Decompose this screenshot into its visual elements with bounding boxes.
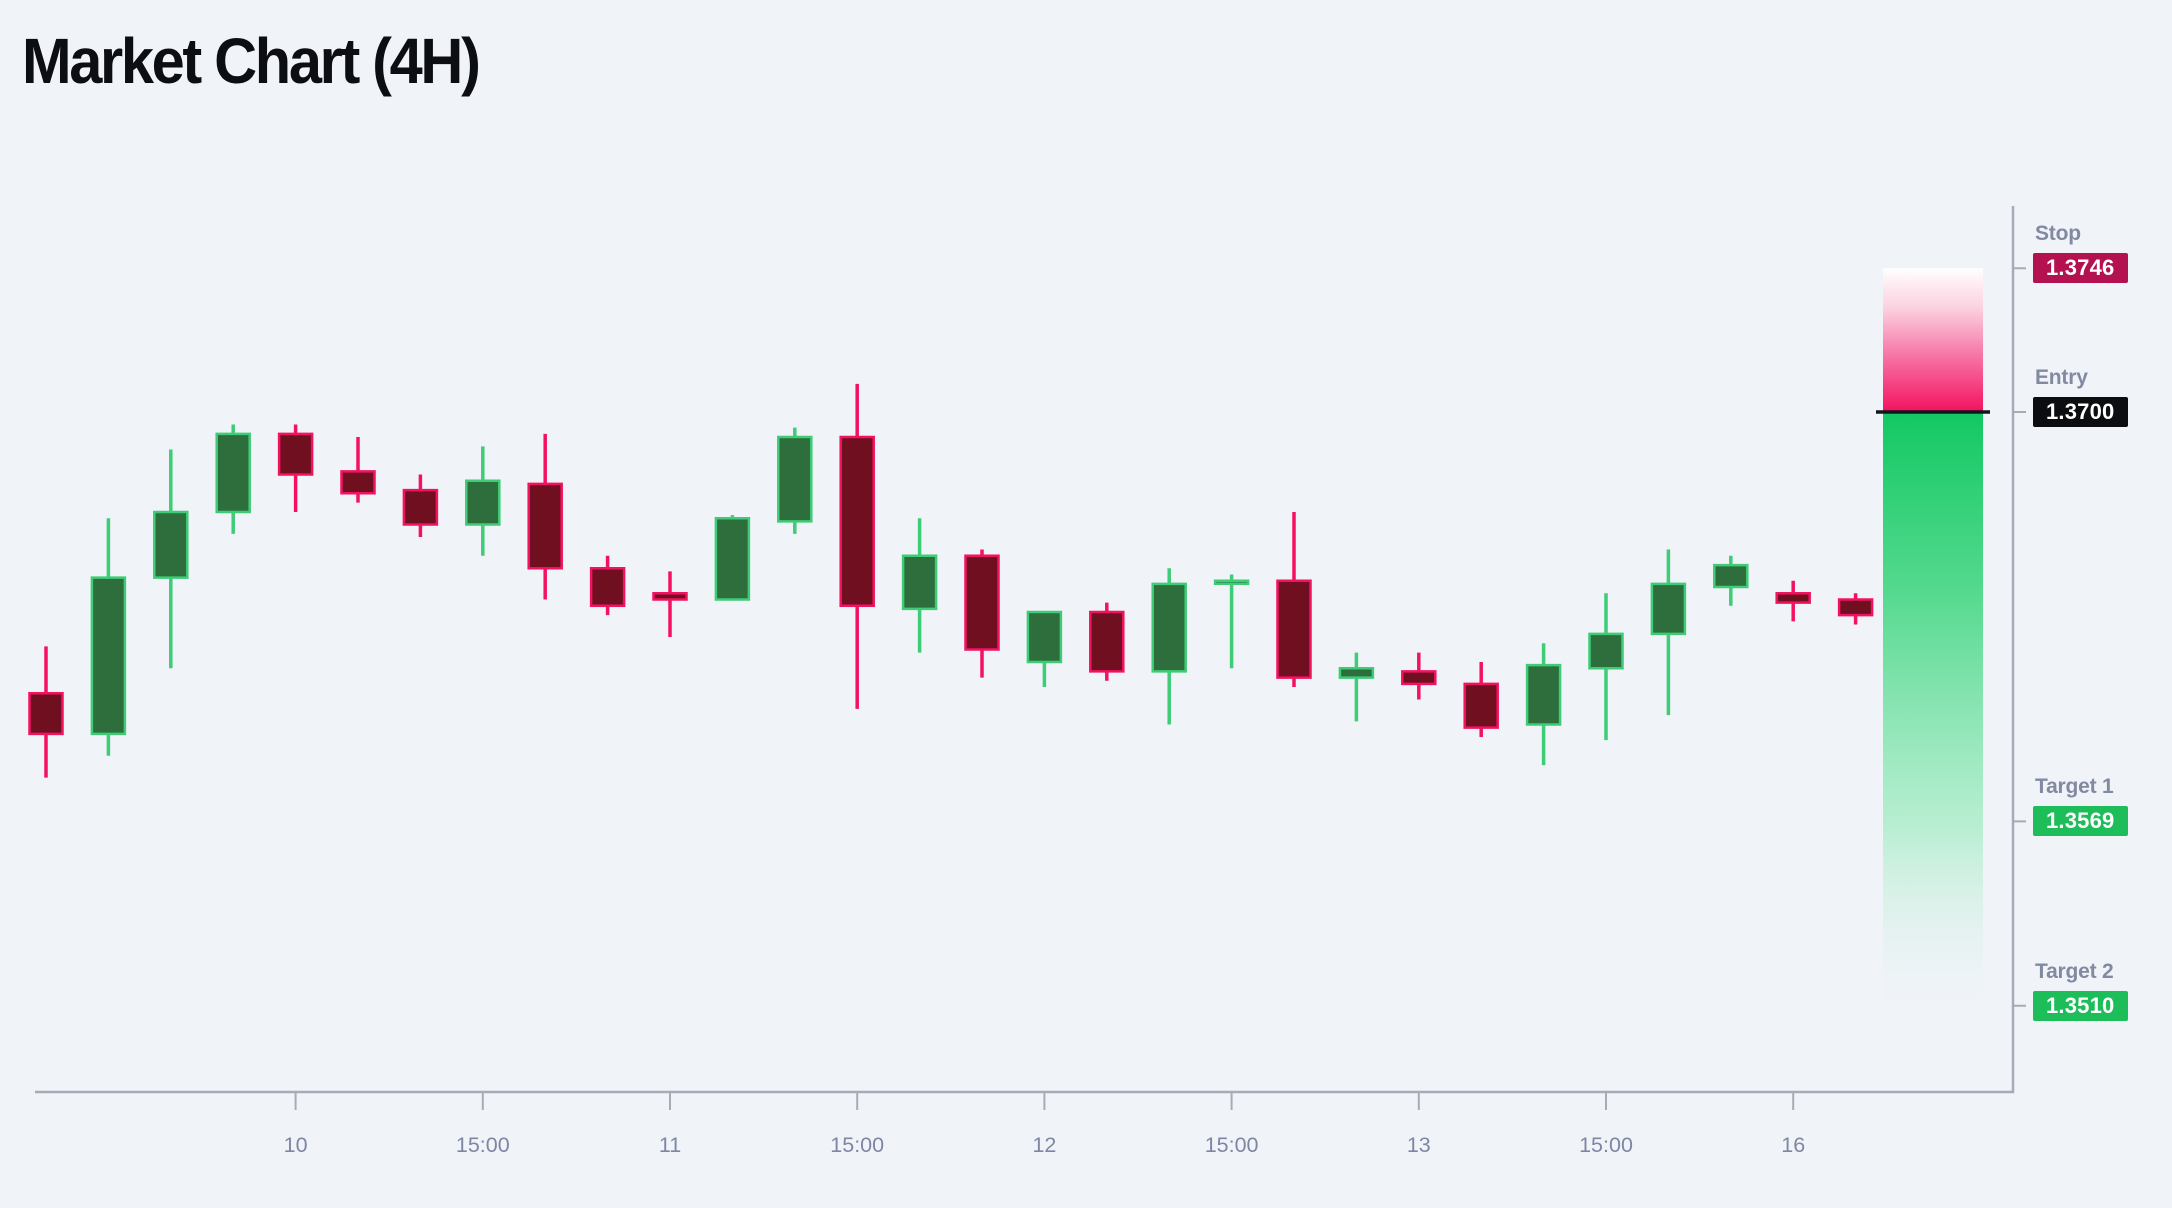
candle: [714, 515, 751, 601]
candle: [1338, 652, 1375, 722]
target1-label: Target 1: [2035, 775, 2114, 799]
candle-body: [777, 435, 813, 523]
candle: [652, 571, 688, 637]
candle-body: [277, 432, 314, 476]
x-axis-label: 11: [659, 1133, 681, 1157]
candle: [277, 424, 314, 512]
target2-price-badge: 1.3510: [2033, 990, 2128, 1021]
candle-body: [714, 517, 751, 601]
candle: [465, 446, 501, 556]
candle: [1525, 643, 1562, 766]
candle: [1026, 610, 1063, 687]
candle-body: [1401, 670, 1437, 686]
candle: [215, 424, 251, 534]
candle: [340, 437, 376, 503]
candle: [1650, 549, 1687, 716]
x-axis: 10 15:00 11 15:00 12 15:00 13 15:00 16: [284, 1092, 1805, 1157]
candle-body: [402, 488, 439, 526]
candle: [1213, 574, 1250, 669]
candle: [1775, 580, 1811, 622]
candles: [28, 383, 1874, 778]
candle-body: [1713, 563, 1749, 589]
candle-body: [1338, 667, 1375, 679]
candle-body: [964, 554, 1000, 651]
x-axis-label: 15:00: [1205, 1133, 1259, 1157]
entry-label: Entry: [2035, 366, 2088, 389]
candle: [777, 427, 813, 534]
candle-body: [1213, 579, 1250, 585]
candle: [589, 555, 626, 616]
candle-body: [839, 435, 875, 607]
x-axis-label: 13: [1407, 1133, 1431, 1157]
candle-body: [1276, 579, 1312, 679]
candle-body: [901, 554, 938, 611]
candle-body: [1525, 663, 1562, 726]
candle-body: [1650, 582, 1687, 636]
x-axis-label: 15:00: [456, 1133, 510, 1157]
risk-zone: [1883, 268, 1983, 412]
target2-label: Target 2: [2035, 959, 2114, 983]
x-axis-label: 15:00: [830, 1133, 884, 1157]
candle: [1837, 593, 1874, 625]
candle: [1089, 602, 1125, 681]
candle-body: [28, 692, 64, 736]
candle: [1151, 568, 1187, 725]
candle: [1588, 593, 1624, 741]
candle-body: [153, 510, 189, 579]
candle: [1463, 662, 1499, 737]
entry-price-badge: 1.3700: [2033, 397, 2128, 427]
target1-price-badge: 1.3569: [2033, 806, 2128, 837]
x-axis-label: 12: [1032, 1133, 1056, 1157]
profit-zone: [1883, 412, 1983, 1020]
candle: [839, 383, 875, 709]
candle: [153, 449, 189, 669]
page-title: Market Chart (4H): [22, 25, 481, 97]
candle-body: [527, 482, 563, 570]
y-axis: [2013, 267, 2026, 1007]
candle: [527, 433, 563, 600]
candle-body: [589, 567, 626, 607]
candle-body: [90, 576, 127, 736]
candle: [1276, 512, 1312, 687]
candle-body: [652, 592, 688, 601]
candle: [1401, 652, 1437, 700]
candle-body: [340, 470, 376, 495]
candle: [90, 518, 127, 756]
x-axis-label: 16: [1781, 1133, 1805, 1157]
candle: [964, 549, 1000, 678]
candle-body: [1837, 598, 1874, 617]
x-axis-label: 10: [284, 1133, 308, 1157]
axis-lines: [35, 206, 2015, 1094]
candle: [402, 474, 439, 537]
candle-body: [1089, 610, 1125, 673]
candle-body: [1775, 592, 1811, 604]
candle-body: [465, 479, 501, 526]
stop-price-badge: 1.3746: [2033, 253, 2128, 284]
candle: [901, 518, 938, 653]
candle: [28, 646, 64, 778]
stop-label: Stop: [2035, 222, 2081, 246]
candle-body: [1463, 682, 1499, 729]
candle-body: [215, 432, 251, 514]
candle-body: [1588, 632, 1624, 670]
candle-body: [1026, 610, 1063, 664]
candle: [1713, 555, 1749, 606]
candle-body: [1151, 582, 1187, 673]
x-axis-label: 15:00: [1579, 1133, 1633, 1157]
